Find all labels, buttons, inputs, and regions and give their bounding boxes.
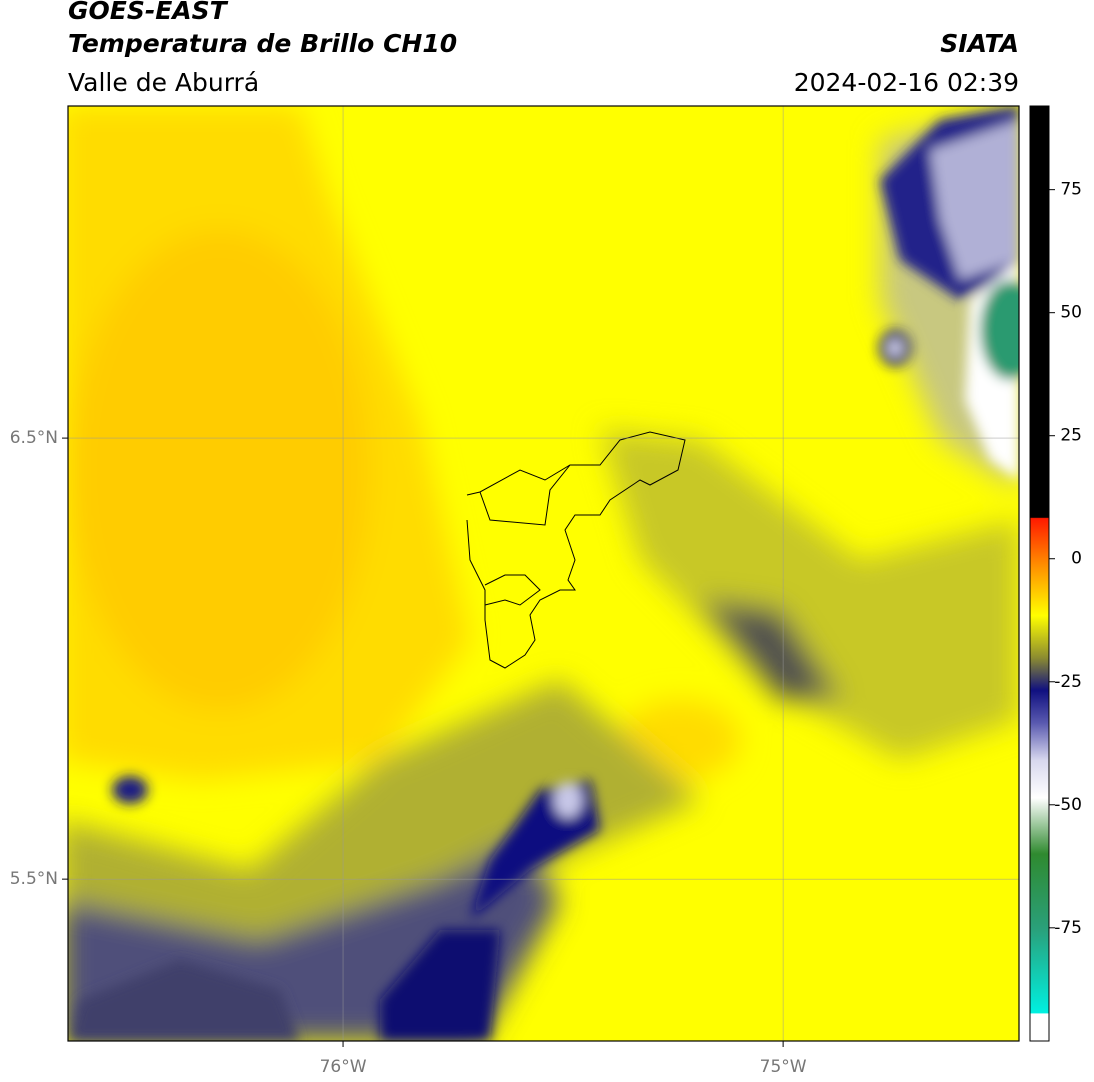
colorbar-label: -50 [1054, 795, 1082, 815]
graticule [68, 106, 1019, 1041]
title: GOES-EAST [68, 0, 229, 25]
brightness-field [68, 106, 1019, 1041]
lat-label: 5.5°N [10, 869, 58, 889]
timestamp: 2024-02-16 02:39 [794, 68, 1019, 97]
colorbar-label: 0 [1071, 549, 1082, 569]
region: Valle de Aburrá [68, 68, 259, 97]
lon-label: 75°W [760, 1057, 807, 1077]
colorbar-label: 25 [1060, 426, 1082, 446]
subtitle: Temperatura de Brillo CH10 [68, 29, 457, 58]
colorbar [1029, 105, 1050, 1042]
colorbar-label: -25 [1054, 672, 1082, 692]
lon-label: 76°W [320, 1057, 367, 1077]
colorbar-label: -75 [1054, 918, 1082, 938]
source: SIATA [940, 29, 1019, 58]
map-frame [67, 105, 1020, 1042]
colorbar-label: 50 [1060, 303, 1082, 323]
lat-label: 6.5°N [10, 428, 58, 448]
colorbar-label: 75 [1060, 180, 1082, 200]
